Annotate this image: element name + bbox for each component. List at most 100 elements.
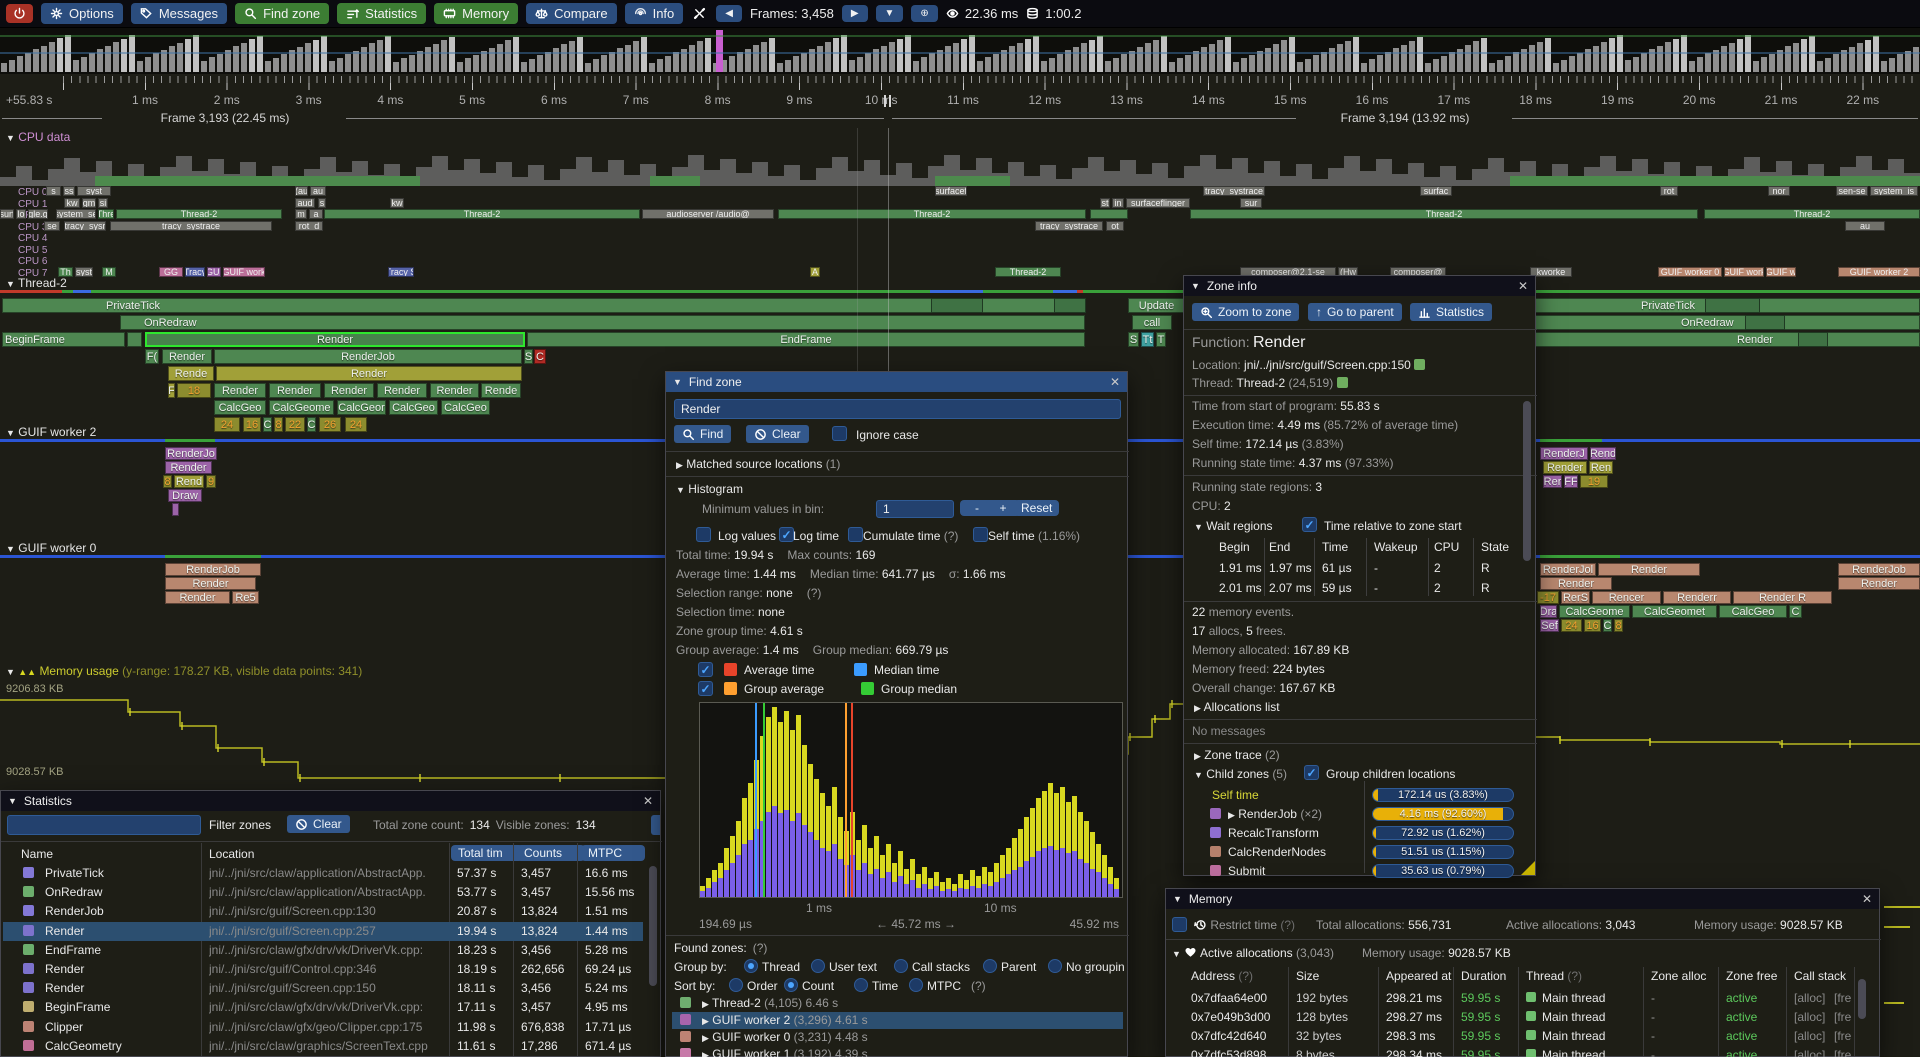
timeline-zone[interactable] xyxy=(1705,298,1760,313)
option-checkbox-self-time[interactable] xyxy=(973,527,988,542)
frame-labels-row[interactable]: Frame 3,193 (22.45 ms) Frame 3,194 (13.92… xyxy=(0,110,1920,128)
cpu-timeline-zone[interactable]: tracy_systrace xyxy=(1203,186,1265,196)
expand-icon[interactable]: ▶ xyxy=(702,1016,709,1026)
matched-source-locations[interactable]: ▶ Matched source locations (1) xyxy=(676,457,840,471)
timeline-zone[interactable]: RenderJob xyxy=(1838,563,1920,576)
info-button[interactable]: Info xyxy=(624,3,684,24)
timeline-zone[interactable]: CalcGeo xyxy=(1719,605,1787,618)
memory-column-header[interactable]: Zone alloc xyxy=(1651,969,1707,983)
cpu-timeline-zone[interactable]: kworke xyxy=(1530,266,1572,277)
timeline-zone[interactable]: Render xyxy=(214,383,266,398)
cpu-timeline-zone[interactable] xyxy=(1090,209,1128,219)
cpu-timeline-zone[interactable]: GUI xyxy=(207,266,221,277)
cpu-timeline-zone[interactable]: GUIF work xyxy=(1724,266,1764,277)
timeline-zone[interactable]: F( xyxy=(145,349,159,364)
timeline-zone[interactable]: EndFrame xyxy=(527,332,1085,347)
group_by-radio-no-groupin[interactable] xyxy=(1048,959,1062,973)
sort-column-mtpc[interactable]: MTPC xyxy=(581,845,645,861)
timeline-zone[interactable]: 8 xyxy=(163,475,172,488)
timeline-zone[interactable]: Update xyxy=(1128,298,1185,313)
timeline-zone[interactable]: Rende xyxy=(481,383,521,398)
memory-row-cell[interactable]: 0x7dfc42d640 xyxy=(1191,1029,1267,1043)
close-icon[interactable]: ✕ xyxy=(642,794,653,808)
sort_by-radio-mtpc[interactable] xyxy=(909,978,923,992)
timeline-zone[interactable]: RenderJ xyxy=(1540,447,1588,460)
memory-row-cell[interactable]: - xyxy=(1651,1010,1655,1024)
expand-icon[interactable]: ▶ xyxy=(702,1033,709,1043)
timeline-zone[interactable]: call xyxy=(1132,315,1172,330)
table-row-name[interactable]: Render xyxy=(45,962,85,976)
timeline-zone[interactable]: Render xyxy=(162,349,212,364)
cpu-timeline-zone[interactable]: surfaceflinger xyxy=(1126,197,1190,208)
memory-row-cell[interactable]: Main thread xyxy=(1542,991,1606,1005)
close-icon[interactable]: ✕ xyxy=(1109,375,1120,389)
prev-frame-button[interactable]: ◀ xyxy=(716,5,742,22)
cpu-timeline-zone[interactable]: gle.g xyxy=(28,209,48,219)
table-row-name[interactable]: CalcGeometry xyxy=(45,1038,122,1053)
memory-row-cell[interactable]: [alloc] xyxy=(1794,1029,1826,1043)
memory-row-cell[interactable]: [fre xyxy=(1834,991,1852,1005)
sort_by-option-label[interactable]: Order xyxy=(747,979,778,993)
memory-row-cell[interactable]: 0x7dfaa64e00 xyxy=(1191,991,1268,1005)
clear-filter-button[interactable]: Clear xyxy=(287,815,350,833)
memory-row-cell[interactable]: - xyxy=(1651,1048,1655,1057)
cpu-timeline-zone[interactable]: Thre xyxy=(98,209,114,219)
frames-overview-strip[interactable] xyxy=(0,28,1920,74)
timeline-zone[interactable]: Render R xyxy=(1733,591,1832,604)
cpu-timeline-zone[interactable]: tracy_systrace xyxy=(110,220,272,231)
cpu-timeline-zone[interactable]: surfacef xyxy=(935,186,967,196)
cpu-timeline-zone[interactable]: GUIF worker 0 xyxy=(1658,266,1722,277)
cpu-timeline-zone[interactable]: sur xyxy=(1240,197,1262,208)
found-zone-group[interactable]: ▶ GUIF worker 0 (3,231) 4.48 s xyxy=(702,1030,868,1044)
cpu-timeline-zone[interactable]: Thread-2 xyxy=(995,266,1061,277)
timeline-zone[interactable]: Render xyxy=(216,366,522,381)
sort_by-radio-time[interactable] xyxy=(854,978,868,992)
cpu-timeline-zone[interactable]: M xyxy=(102,266,116,277)
option-checkbox-cumulate-time[interactable] xyxy=(848,527,863,542)
timeline-zone[interactable]: Render xyxy=(324,383,374,398)
cpu-timeline-zone[interactable]: s xyxy=(318,197,326,208)
timeline-zone[interactable]: C xyxy=(307,417,316,432)
reset-button[interactable]: Reset xyxy=(1014,500,1060,516)
memory-column-header[interactable]: Address (?) xyxy=(1191,969,1254,983)
cpu-timeline-zone[interactable]: Tracy S xyxy=(388,266,414,277)
table-row-name[interactable]: Clipper xyxy=(45,1019,84,1034)
collapse-icon[interactable]: ▼ xyxy=(8,796,17,806)
group_by-radio-thread[interactable] xyxy=(744,959,758,973)
cpu-timeline-zone[interactable]: Tracy xyxy=(185,266,205,277)
timeline-zone[interactable]: RenderJo xyxy=(165,447,217,460)
memory-row-cell[interactable]: [fre xyxy=(1834,1048,1852,1057)
timeline-zone[interactable]: S xyxy=(1128,332,1139,347)
thread-value[interactable]: Thread-2 xyxy=(1236,376,1286,390)
cpu-timeline-zone[interactable]: sen-se xyxy=(1836,186,1868,196)
sort-column-total[interactable]: Total tim xyxy=(451,845,523,861)
memory-row-cell[interactable]: 298.27 ms xyxy=(1386,1010,1443,1024)
timeline-zone[interactable]: Renderr xyxy=(1663,591,1731,604)
group_by-radio-parent[interactable] xyxy=(983,959,997,973)
timeline-zone[interactable]: RenderJob xyxy=(165,563,261,576)
timeline-area[interactable]: ▼ CPU data CPU 0 s ss syst (au au surfacef tracy… xyxy=(0,128,1920,1057)
timeline-zone[interactable]: CalcGeor xyxy=(337,400,386,415)
group-children-checkbox[interactable]: ✓ xyxy=(1304,765,1319,780)
child-zone-row[interactable]: RecalcTransform xyxy=(1228,826,1319,840)
collapse-icon[interactable]: ▼ xyxy=(1194,522,1203,532)
group_by-radio-call-stacks[interactable] xyxy=(894,959,908,973)
timeline-zone[interactable]: OnRedraw xyxy=(120,315,1085,330)
find-zone-histogram[interactable] xyxy=(699,702,1123,898)
memory-column-header[interactable]: Size xyxy=(1296,969,1320,983)
timeline-zone[interactable]: Draw xyxy=(168,489,202,502)
memory-row-cell[interactable]: Main thread xyxy=(1542,1029,1606,1043)
memory-window-titlebar[interactable]: ▼ Memory ✕ xyxy=(1166,889,1879,909)
cpu-timeline-zone[interactable]: surf xyxy=(0,209,14,219)
cpu-timeline-zone[interactable]: tracy_sysr xyxy=(64,220,106,231)
memory-row-cell[interactable]: 0x7e049b3d00 xyxy=(1191,1010,1271,1024)
statistics-window-titlebar[interactable]: ▼ Statistics ✕ xyxy=(1,791,660,811)
timeline-zone[interactable]: Re5 xyxy=(232,591,259,604)
cpu-timeline-zone[interactable]: Th xyxy=(58,266,73,277)
timeline-zone[interactable]: Rencer xyxy=(1592,591,1661,604)
frame-label[interactable]: Frame 3,193 (22.45 ms) xyxy=(160,111,290,125)
timeline-zone[interactable] xyxy=(172,503,179,516)
cpu-timeline-zone[interactable]: au xyxy=(310,186,326,196)
child-zone-row[interactable]: Submit xyxy=(1228,864,1265,878)
collapse-icon[interactable]: ▼ xyxy=(1191,281,1200,291)
